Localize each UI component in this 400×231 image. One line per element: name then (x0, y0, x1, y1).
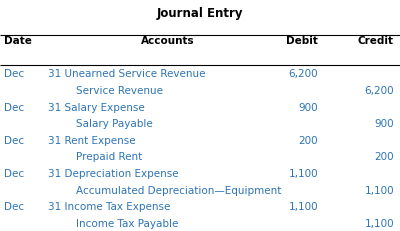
Text: Accounts: Accounts (141, 36, 195, 46)
Text: 200: 200 (298, 136, 318, 146)
Text: 900: 900 (298, 103, 318, 112)
Text: Dec: Dec (4, 103, 24, 112)
Text: Dec: Dec (4, 136, 24, 146)
Text: 31 Salary Expense: 31 Salary Expense (48, 103, 145, 112)
Text: 900: 900 (374, 119, 394, 129)
Text: Journal Entry: Journal Entry (157, 7, 243, 20)
Text: Debit: Debit (286, 36, 318, 46)
Text: 1,100: 1,100 (288, 169, 318, 179)
Text: 31 Income Tax Expense: 31 Income Tax Expense (48, 202, 170, 212)
Text: 6,200: 6,200 (288, 69, 318, 79)
Text: Date: Date (4, 36, 32, 46)
Text: Prepaid Rent: Prepaid Rent (76, 152, 142, 162)
Text: 1,100: 1,100 (288, 202, 318, 212)
Text: 1,100: 1,100 (364, 186, 394, 196)
Text: 31 Rent Expense: 31 Rent Expense (48, 136, 136, 146)
Text: 6,200: 6,200 (364, 86, 394, 96)
Text: Dec: Dec (4, 202, 24, 212)
Text: 1,100: 1,100 (364, 219, 394, 229)
Text: Dec: Dec (4, 169, 24, 179)
Text: 200: 200 (374, 152, 394, 162)
Text: Accumulated Depreciation—Equipment: Accumulated Depreciation—Equipment (76, 186, 281, 196)
Text: Income Tax Payable: Income Tax Payable (76, 219, 178, 229)
Text: Service Revenue: Service Revenue (76, 86, 163, 96)
Text: 31 Depreciation Expense: 31 Depreciation Expense (48, 169, 179, 179)
Text: Salary Payable: Salary Payable (76, 119, 153, 129)
Text: Credit: Credit (358, 36, 394, 46)
Text: 31 Unearned Service Revenue: 31 Unearned Service Revenue (48, 69, 206, 79)
Text: Dec: Dec (4, 69, 24, 79)
